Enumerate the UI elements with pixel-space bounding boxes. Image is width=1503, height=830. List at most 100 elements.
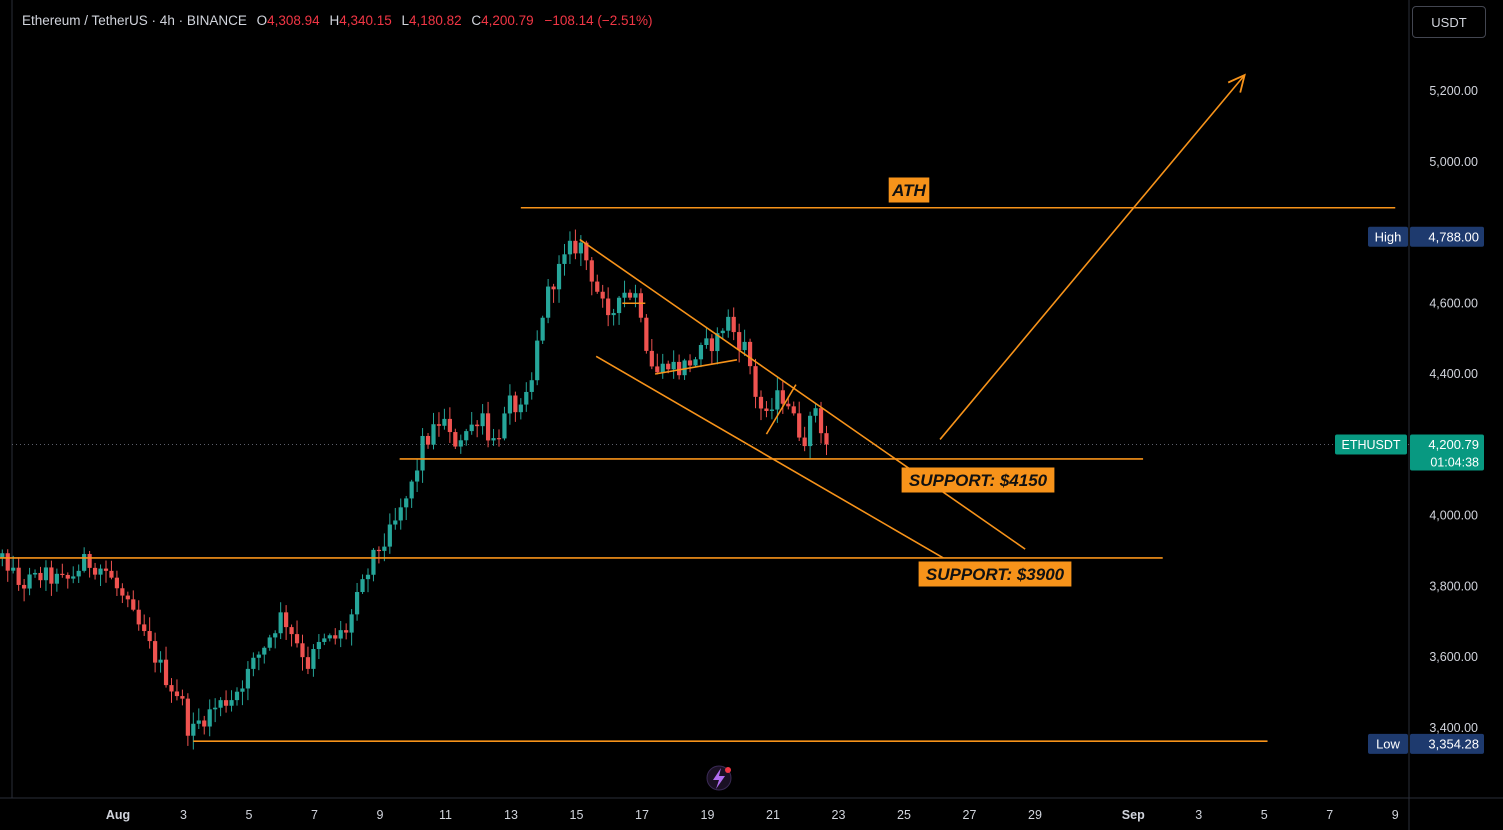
- time-tick-label: 9: [1392, 808, 1399, 822]
- series-name-badge-text: ETHUSDT: [1341, 438, 1400, 452]
- candle-body: [578, 242, 583, 254]
- candle-body: [589, 260, 594, 282]
- candle-body: [540, 317, 545, 341]
- candle-body: [207, 709, 212, 727]
- candle-body: [753, 366, 758, 397]
- candle-body: [485, 413, 491, 441]
- candle-body: [98, 568, 103, 575]
- candle-body: [5, 553, 10, 571]
- time-tick-label: 5: [1261, 808, 1268, 822]
- candle-body: [633, 293, 638, 298]
- candle-body: [649, 350, 654, 367]
- time-tick-label: 7: [311, 808, 318, 822]
- candle-body: [213, 707, 218, 710]
- flash-dot: [725, 767, 731, 773]
- candle-body: [791, 406, 796, 414]
- price-tick-label: 5,200.00: [1429, 84, 1478, 98]
- candle-body: [234, 691, 240, 701]
- candle-body: [644, 317, 649, 351]
- candle-body: [687, 360, 693, 366]
- time-tick-label: 5: [246, 808, 253, 822]
- low-marker-value-text: 3,354.28: [1428, 737, 1479, 752]
- time-tick-label: Aug: [106, 808, 130, 822]
- candle-body: [404, 498, 409, 508]
- candle-body: [185, 698, 190, 736]
- candle-body: [22, 584, 27, 589]
- candle-body: [92, 567, 98, 575]
- candle-body: [16, 567, 21, 585]
- candle-body: [174, 691, 180, 697]
- candle-body: [518, 404, 523, 413]
- currency-button[interactable]: USDT: [1412, 6, 1486, 38]
- candle-body: [556, 263, 562, 290]
- candle-body: [524, 391, 529, 405]
- candle-body: [720, 330, 725, 334]
- candle-body: [60, 573, 65, 576]
- candle-body: [0, 553, 5, 558]
- price-tick-label: 4,600.00: [1429, 296, 1478, 310]
- low-marker-label: Low: [1368, 733, 1408, 754]
- symbol-name[interactable]: Ethereum / TetherUS · 4h · BINANCE: [22, 13, 247, 28]
- candle-body: [529, 380, 534, 392]
- candle-body: [256, 654, 261, 658]
- time-tick-label: 29: [1028, 808, 1042, 822]
- candle-body: [305, 657, 311, 669]
- candle-body: [507, 395, 513, 414]
- candle-body: [638, 293, 644, 318]
- candle-body: [147, 631, 152, 642]
- candle-body: [344, 630, 349, 633]
- trend-line: [579, 238, 1026, 550]
- candle-body: [371, 549, 376, 575]
- candle-body: [627, 292, 633, 298]
- open-label: O: [256, 13, 268, 28]
- candle-body: [496, 438, 502, 440]
- candle-body: [491, 438, 496, 441]
- candle-body: [682, 360, 687, 376]
- candle-body: [731, 316, 736, 333]
- candle-body: [425, 435, 431, 445]
- low-marker-label-text: Low: [1376, 737, 1400, 752]
- candle-body: [769, 409, 775, 411]
- candle-body: [655, 366, 660, 373]
- candle-body: [600, 291, 605, 299]
- close-label: C: [471, 13, 482, 28]
- time-tick-label: 11: [439, 808, 452, 822]
- candle-body: [551, 286, 556, 290]
- candle-body: [142, 624, 147, 632]
- high-marker-value-text: 4,788.00: [1428, 229, 1479, 244]
- candle-body: [398, 507, 403, 521]
- change-value: −108.14 (−2.51%): [544, 13, 653, 28]
- close-value: 4,200.79: [481, 13, 534, 28]
- candle-body: [87, 554, 92, 568]
- candle-body: [420, 435, 425, 471]
- time-tick-label: 9: [377, 808, 384, 822]
- candle-body: [49, 567, 54, 584]
- candle-body: [365, 574, 371, 580]
- price-tick-label: 4,400.00: [1429, 367, 1478, 381]
- candle-body: [202, 720, 207, 727]
- last-price-value: 4,200.79: [1428, 437, 1479, 452]
- ath-label-box: [888, 177, 930, 203]
- candle-body: [737, 332, 742, 351]
- low-marker-value: 3,354.28: [1410, 733, 1484, 754]
- candle-body: [322, 638, 327, 642]
- candle-body: [120, 588, 125, 596]
- candle-body: [480, 413, 485, 427]
- time-tick-label: 13: [504, 808, 518, 822]
- candle-body: [764, 408, 769, 411]
- drawings-layer: [0, 73, 1396, 742]
- candle-body: [622, 292, 627, 298]
- candle-body: [693, 359, 698, 366]
- candle-body: [808, 415, 813, 447]
- candle-body: [464, 431, 469, 441]
- candle-body: [447, 418, 452, 433]
- candle-body: [376, 549, 382, 552]
- candle-body: [229, 700, 234, 706]
- flash-icon[interactable]: [706, 765, 732, 791]
- series-name-badge-bg: [1335, 434, 1407, 455]
- candle-body: [338, 630, 343, 639]
- candle-body: [797, 413, 802, 438]
